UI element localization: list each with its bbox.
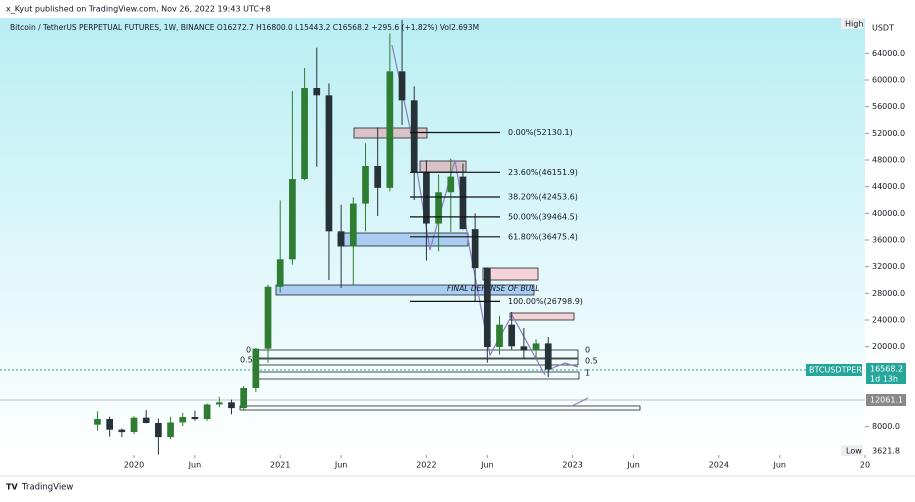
- y-tick-label: 36000.0: [872, 236, 905, 245]
- high-badge: [841, 18, 863, 29]
- y-tick-label: 8000.0: [872, 422, 900, 431]
- fib-label: 61.80%(36475.4): [508, 232, 578, 241]
- candle-body: [142, 417, 150, 423]
- candle-body: [398, 71, 406, 101]
- candle-body: [337, 231, 345, 247]
- candle-body: [362, 166, 369, 204]
- fib-label: 100.00%(26798.9): [508, 297, 583, 306]
- y-tick-label: 32000.0: [872, 262, 905, 271]
- candle-body: [240, 388, 248, 409]
- candle-body: [289, 179, 296, 260]
- y-tick-label: 64000.0: [872, 49, 905, 58]
- candle-body: [191, 417, 199, 420]
- candle-body: [228, 402, 235, 409]
- fib-label: 38.20%(42453.6): [508, 192, 578, 201]
- range-label: 0.5: [240, 356, 253, 365]
- x-tick-label: 20: [860, 461, 870, 470]
- candle-body: [301, 88, 308, 180]
- x-tick-label: Jun: [480, 461, 494, 470]
- fib-label: 23.60%(46151.9): [508, 168, 578, 177]
- y-tick-label: 44000.0: [872, 182, 905, 191]
- y-tick-label: 24000.0: [872, 316, 905, 325]
- axis-unit: USDT: [872, 24, 894, 33]
- fib-label: 0.00%(52130.1): [508, 128, 573, 137]
- candle-body: [106, 419, 113, 430]
- y-tick-label: 60000.0: [872, 76, 905, 85]
- candle-body: [447, 176, 455, 193]
- y-tick-label: 52000.0: [872, 129, 905, 138]
- publisher: x_Kyut published on TradingView.com, Nov…: [6, 5, 271, 14]
- candle-body: [215, 402, 223, 405]
- range-label: 0: [246, 346, 251, 355]
- x-tick-label: 2021: [270, 461, 290, 470]
- candle-body: [435, 192, 442, 224]
- candle-body: [349, 203, 357, 247]
- candle-body: [264, 286, 272, 349]
- candle-body: [252, 348, 260, 388]
- x-tick-label: 2022: [416, 461, 436, 470]
- y-tick-label: 20000.0: [872, 342, 905, 351]
- candle-body: [167, 422, 174, 438]
- candle-body: [325, 95, 333, 232]
- x-tick-label: Jun: [188, 461, 202, 470]
- y-tick-label: 48000.0: [872, 156, 905, 165]
- candle-body: [520, 346, 528, 351]
- candle-body: [471, 229, 479, 269]
- y-tick-label: 56000.0: [872, 102, 905, 111]
- candle-body: [155, 423, 162, 438]
- candle-body: [532, 343, 540, 351]
- symbol-badge: [806, 364, 862, 376]
- candle-body: [496, 324, 503, 348]
- x-tick-label: 2023: [562, 461, 582, 470]
- level-badge: [866, 394, 906, 406]
- candle-body: [410, 100, 418, 172]
- footer-brand: TradingView: [21, 483, 73, 493]
- candle-body: [544, 343, 552, 370]
- x-tick-label: Jun: [626, 461, 640, 470]
- x-tick-label: 2024: [709, 461, 729, 470]
- candle-body: [130, 417, 138, 433]
- chart-title: Bitcoin / TetherUS PERPETUAL FUTURES, 1W…: [10, 23, 479, 32]
- y-tick-label: 28000.0: [872, 289, 905, 298]
- x-tick-label: Jun: [334, 461, 348, 470]
- candle-body: [94, 419, 101, 425]
- logo: TV: [6, 483, 18, 492]
- range-label: 0: [585, 346, 590, 355]
- fib-label: 50.00%(39464.5): [508, 212, 578, 221]
- low-value: 3621.8: [872, 447, 900, 456]
- countdown: 1d 13h: [870, 375, 898, 384]
- low-badge: [841, 445, 863, 456]
- candle-body: [203, 404, 211, 420]
- symbol: BTCUSDTPERP: [809, 366, 867, 375]
- x-tick-label: 2020: [124, 461, 144, 470]
- range-label: 1: [585, 369, 590, 378]
- candle-body: [423, 171, 430, 224]
- x-tick-label: Jun: [772, 461, 786, 470]
- low-label: Low: [846, 447, 862, 456]
- range-label: 0.5: [585, 357, 598, 366]
- high-label: High: [845, 20, 863, 29]
- candle-body: [179, 417, 187, 423]
- candle-body: [374, 166, 382, 188]
- candle-body: [313, 88, 321, 96]
- last-price: 16568.2: [870, 365, 903, 374]
- level-price: 12061.1: [870, 396, 903, 405]
- annotation: FINAL DEFENSE OF BULL: [447, 284, 539, 293]
- y-tick-label: 40000.0: [872, 209, 905, 218]
- candle-body: [483, 268, 491, 348]
- price-badge: [866, 363, 906, 384]
- candle-body: [508, 324, 516, 347]
- candle-body: [118, 429, 126, 433]
- candle-body: [386, 71, 394, 188]
- candle-body: [459, 176, 467, 230]
- candle-body: [276, 259, 284, 287]
